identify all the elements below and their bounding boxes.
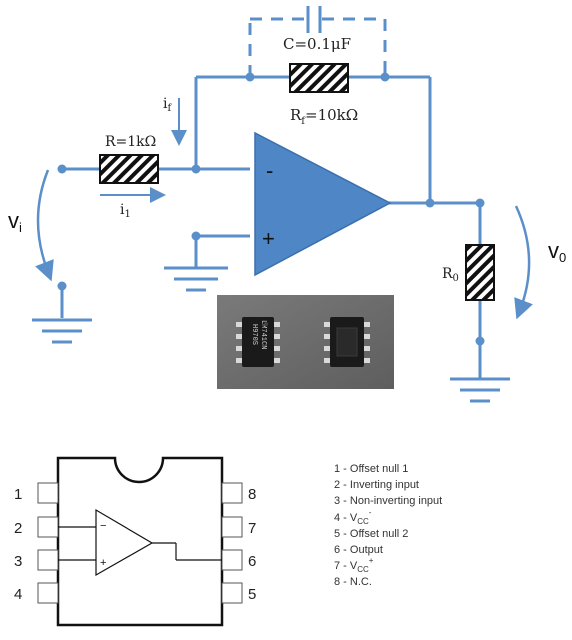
input-resistor-label: R=1kΩ [105,134,156,150]
opamp-noninverting-sign: + [262,226,275,251]
pin-number-right: 8 [248,486,256,503]
chip-marking-line1: LM741CN [259,320,267,349]
pin-legend-item: 8 - N.C. [334,576,372,588]
ground-symbols [32,266,510,403]
ground-icon [450,377,510,403]
input-voltage-label: vi [8,208,22,235]
feedback-resistor [289,63,349,93]
feedback-current-label: if [163,96,172,114]
chip-bottom-view [324,317,370,367]
opamp-inverting-sign: - [266,158,273,183]
input-current-label: i1 [120,202,131,220]
load-node-top [475,198,485,208]
pin-legend-item: 5 - Offset null 2 [334,528,408,540]
output-voltage-label: v0 [548,238,566,265]
input-voltage-arrow [35,169,54,282]
right-pins [221,482,243,604]
pin-number-right: 5 [248,586,256,603]
output-voltage-arrow [514,205,533,320]
left-pins [37,482,59,604]
pin-legend-item: 7 - VCC+ [334,556,374,574]
chip-lm741-top: LM741CN H970S [236,317,280,367]
load-node-bottom [475,336,485,346]
noninverting-node [191,231,201,241]
internal-inverting-sign: − [100,520,106,532]
pin-1 [37,482,59,504]
dip-package: 1 2 3 4 8 7 6 5 − + [14,456,256,627]
capacitor-label: C=0.1μF [283,35,351,53]
input-terminal-node [57,164,67,174]
capacitor-branch [248,17,387,77]
chip-photo: LM741CN H970S [217,295,394,389]
pin-2 [37,516,59,538]
ground-icon [164,266,228,292]
internal-noninverting-sign: + [100,557,106,569]
pin-number-left: 2 [14,520,22,537]
pin-6 [221,549,243,571]
feedback-resistor-label: Rf=10kΩ [290,106,358,127]
pin-3 [37,549,59,571]
pin-number-right: 7 [248,520,256,537]
internal-opamp [58,508,222,577]
pin-number-left: 3 [14,553,22,570]
summing-node [191,164,201,174]
pin-5 [221,582,243,604]
load-resistor [465,244,495,301]
pin-legend-item: 4 - VCC- [334,508,372,526]
ground-icon [32,318,92,344]
load-resistor-label: R0 [442,266,459,284]
chip-marking-line2: H970S [250,324,258,345]
pin-4 [37,582,59,604]
pin-legend-item: 6 - Output [334,544,383,556]
pin-legend-item: 3 - Non-inverting input [334,495,442,507]
opamp-triangle [254,131,392,277]
pin-8 [221,482,243,504]
feedback-node-left [245,72,255,82]
input-resistor [99,154,159,184]
pin-legend: 1 - Offset null 1 2 - Inverting input 3 … [334,463,442,588]
pin-legend-item: 1 - Offset null 1 [334,463,408,475]
feedback-node-right [380,72,390,82]
pin-number-right: 6 [248,553,256,570]
pin-legend-item: 2 - Inverting input [334,479,419,491]
pin-number-left: 1 [14,486,22,503]
output-node [425,198,435,208]
pin-7 [221,516,243,538]
circuit-nodes [57,72,485,346]
input-ground-node [57,281,67,291]
pin-number-left: 4 [14,586,22,603]
